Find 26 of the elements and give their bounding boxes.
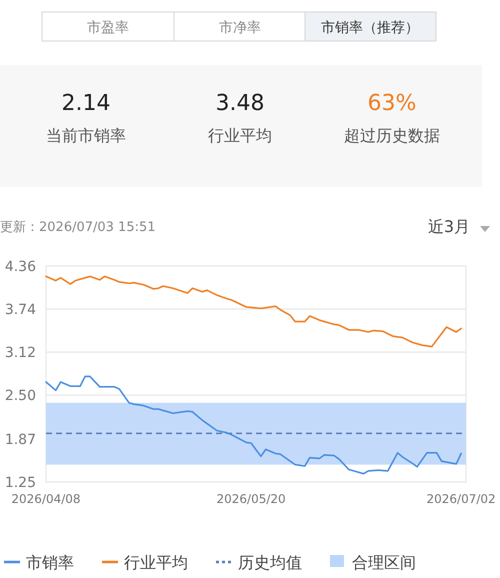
line-series <box>45 376 462 474</box>
legend-label: 合理区间 <box>352 553 416 572</box>
y-tick-label: 3.74 <box>4 302 36 318</box>
text: 当前市销率 <box>46 126 126 145</box>
x-tick-label: 2026/04/08 <box>11 492 81 506</box>
text: 近3月 <box>428 217 470 236</box>
legend-label: 行业平均 <box>124 553 188 572</box>
text: 3.48 <box>216 91 264 116</box>
y-tick-label: 3.12 <box>4 345 36 362</box>
x-tick-label: 2026/05/20 <box>216 492 286 506</box>
y-tick-label: 4.36 <box>4 259 36 275</box>
y-tick-label: 1.87 <box>4 432 36 448</box>
text: 更新：2026/07/03 15:51 <box>0 220 156 235</box>
text: 行业平均 <box>208 126 272 145</box>
text: 2.14 <box>62 91 110 116</box>
y-tick-label: 1.25 <box>4 475 36 491</box>
x-tick-label: 2026/07/02 <box>426 492 496 506</box>
legend-label: 市销率 <box>26 553 74 572</box>
text: 市销率（推荐） <box>321 20 419 36</box>
line-series <box>45 276 462 348</box>
text: 63% <box>368 91 416 116</box>
legend-label: 历史均值 <box>238 553 302 572</box>
text: 市净率 <box>219 20 261 36</box>
text: 超过历史数据 <box>344 126 440 145</box>
y-tick-label: 2.50 <box>4 388 36 404</box>
text: 市盈率 <box>87 20 129 36</box>
